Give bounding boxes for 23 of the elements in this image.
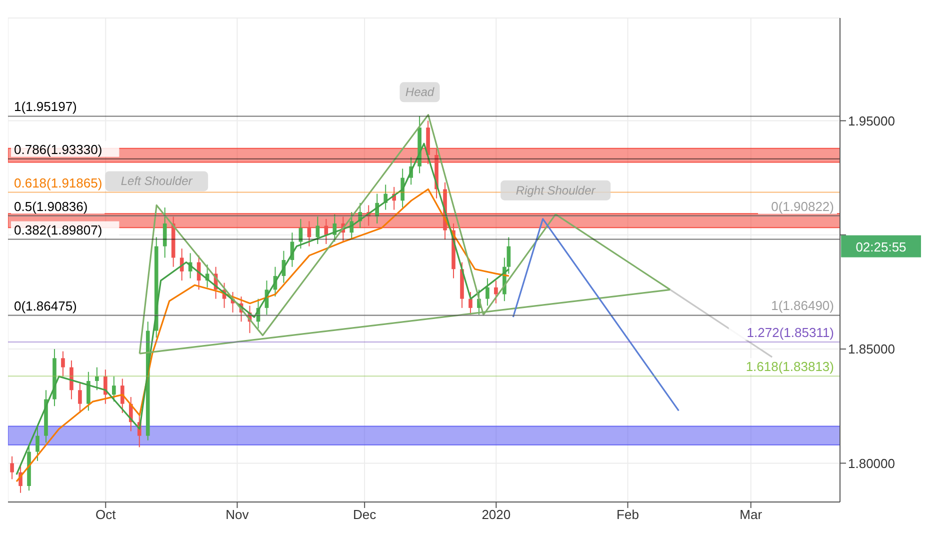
y-tick-label: 1.95000 (848, 113, 895, 128)
x-tick-label: Oct (96, 507, 116, 522)
x-tick-label: Nov (226, 507, 250, 522)
annotation: Left Shoulder (120, 174, 194, 188)
ref-line-label: 0(1.90822) (771, 199, 834, 214)
ref-line-label: 1(1.86490) (771, 298, 834, 314)
x-tick-label: Mar (740, 507, 763, 522)
x-tick-label: Feb (616, 507, 639, 522)
annotation: Head (405, 85, 434, 100)
ref-line-label: 0(1.86475) (14, 298, 77, 314)
ref-line-label: 0.382(1.89807) (14, 222, 102, 238)
annotation: Right Shoulder (516, 183, 596, 198)
ref-line-label: 0.786(1.93330) (14, 142, 102, 157)
y-tick-label: 1.80000 (848, 456, 895, 471)
text: 02:25:55 (856, 239, 906, 254)
x-tick-label: Dec (353, 507, 377, 522)
x-tick-label: 2020 (482, 507, 511, 522)
ref-line-label: 1(1.95197) (14, 99, 77, 114)
ref-line-label: 1.272(1.85311) (746, 324, 834, 340)
ref-line-label: 0.5(1.90836) (14, 198, 88, 214)
ref-line-label: 1.618(1.83813) (746, 359, 834, 374)
ref-line-label: 0.618(1.91865) (14, 175, 102, 190)
y-tick-label: 1.85000 (848, 342, 895, 357)
